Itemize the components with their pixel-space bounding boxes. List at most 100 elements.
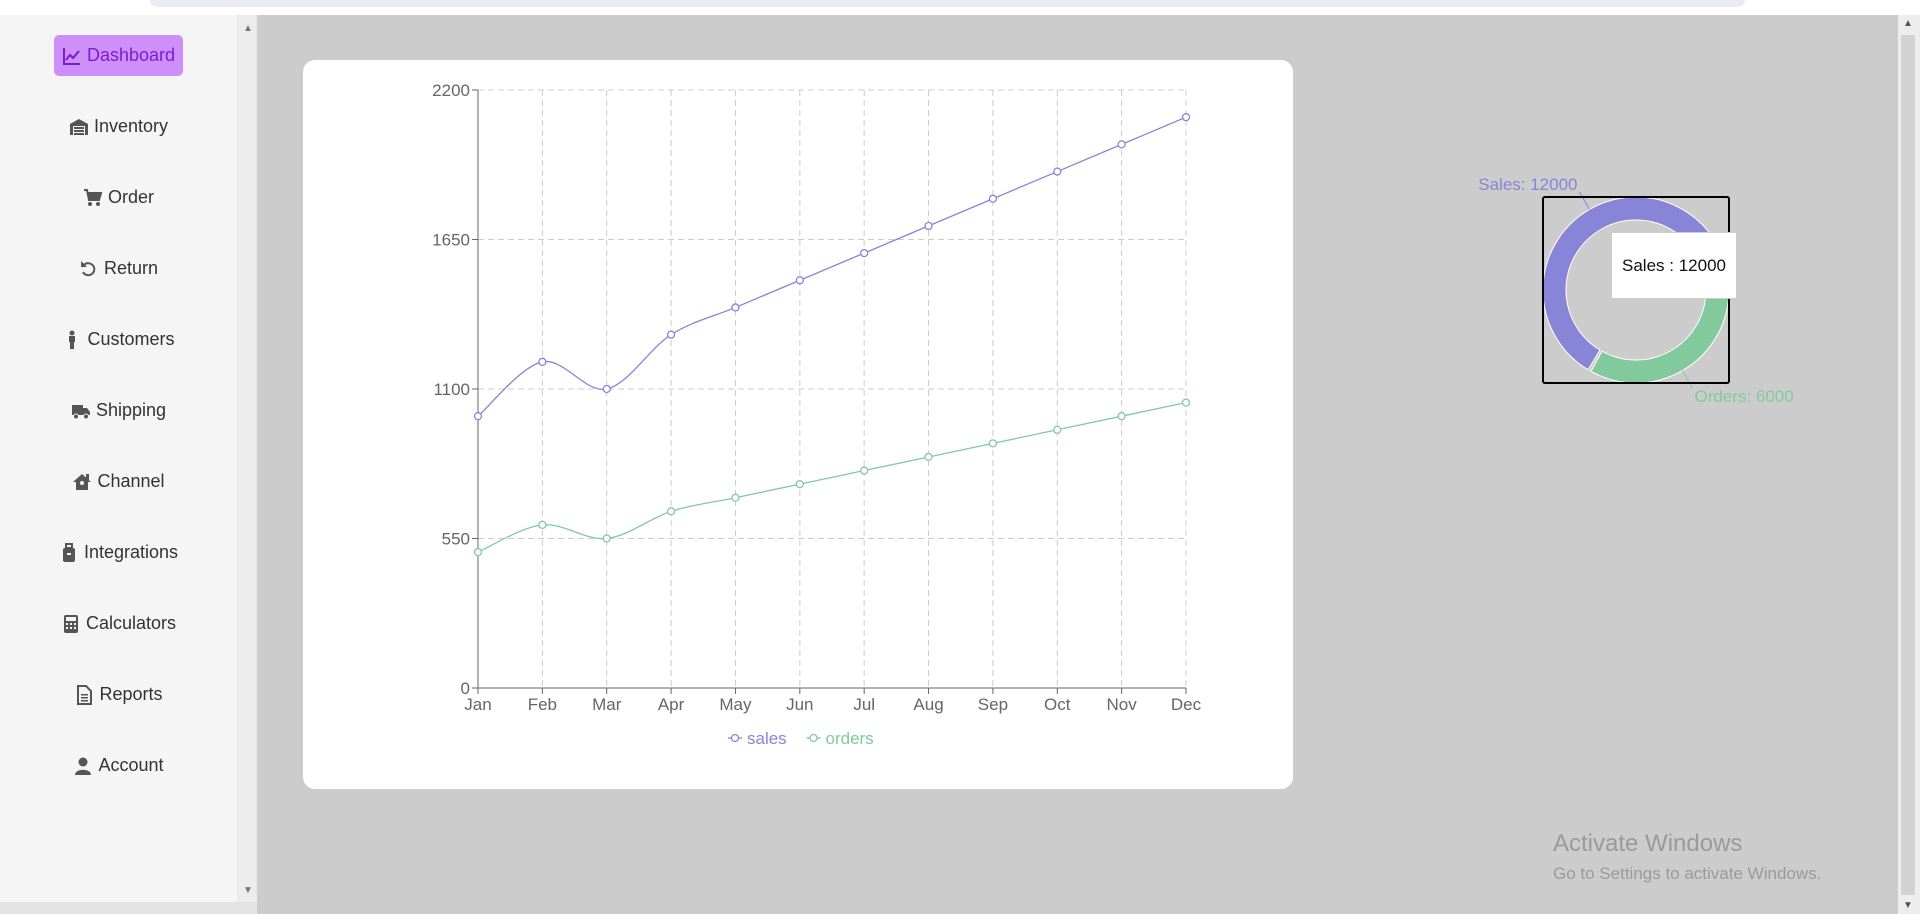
orders-point[interactable] (731, 493, 740, 502)
orders-point[interactable] (988, 439, 998, 448)
sidebar-item-channel[interactable]: Channel (0, 461, 237, 502)
browser-top-strip (0, 0, 1920, 15)
orders-point[interactable] (1117, 412, 1126, 421)
watermark-title: Activate Windows (1553, 830, 1743, 857)
sidebar-item-label: Inventory (93, 116, 169, 136)
orders-point[interactable] (924, 452, 933, 462)
legend-label[interactable]: sales (747, 729, 787, 748)
x-tick-label: Aug (913, 695, 943, 714)
tooltip-text: Sales : 12000 (1622, 255, 1726, 275)
sales-point[interactable] (988, 194, 998, 203)
sidebar-item-calculators[interactable]: Calculators (0, 603, 237, 644)
slice-label-leader (1579, 191, 1590, 210)
sales-point[interactable] (1181, 113, 1191, 122)
line-chart: 0 550 1100 1650 2200 Jan Feb Mar Apr May Jun Jul Aug… (432, 81, 1202, 748)
legend-swatch-marker (809, 733, 818, 743)
sales-point[interactable] (795, 276, 804, 285)
sidebar-item-return[interactable]: Return (0, 248, 237, 289)
sales-point[interactable] (538, 357, 547, 366)
horizontal-scrollbar[interactable] (0, 902, 257, 914)
sidebar-item-label: Dashboard (86, 45, 176, 65)
sidebar-item-label: Order (107, 187, 154, 207)
slice-label: Sales: 12000 (1478, 175, 1577, 194)
x-tick-label: Mar (592, 695, 622, 714)
sidebar-item-shipping[interactable]: Shipping (0, 390, 237, 431)
sidebar-item-label: Channel (97, 471, 165, 491)
x-tick-label: Sep (978, 695, 1008, 714)
orders-point[interactable] (602, 534, 611, 543)
sidebar-item-order[interactable]: Order (0, 177, 237, 218)
orders-point[interactable] (538, 520, 547, 530)
sales-point[interactable] (731, 303, 740, 312)
scroll-up-arrow-icon[interactable]: ▲ (243, 23, 253, 34)
warehouse-icon (69, 118, 88, 135)
scroll-up-arrow-icon[interactable]: ▲ (1903, 18, 1913, 29)
cart-icon (83, 188, 103, 206)
orders-point[interactable] (860, 466, 869, 475)
x-tick-label: Apr (658, 695, 685, 714)
sales-point[interactable] (473, 412, 483, 421)
document-icon (77, 684, 93, 705)
sales-line (477, 116, 1187, 417)
legend-swatch-marker (730, 733, 740, 743)
sales-point[interactable] (666, 330, 676, 339)
x-tick-label: Jul (853, 695, 875, 714)
main-scrollbar[interactable]: ▲ ▼ (1898, 15, 1920, 914)
y-tick-label: 1100 (433, 380, 470, 399)
orders-slice[interactable] (1590, 290, 1730, 384)
orders-point[interactable] (473, 547, 483, 557)
sales-point[interactable] (860, 248, 869, 258)
sidebar-item-label: Account (98, 755, 164, 775)
suitcase-icon (62, 542, 75, 562)
sidebar-item-account[interactable]: Account (0, 745, 237, 786)
scrollbar-thumb[interactable] (1901, 35, 1915, 895)
sidebar: Dashboard Inventory Order Return Custome… (0, 15, 237, 902)
person-icon (69, 330, 76, 349)
sidebar-item-customers[interactable]: Customers (0, 319, 237, 360)
house-user-icon (73, 473, 92, 490)
x-tick-label: Jan (464, 695, 491, 714)
sidebar-item-label: Shipping (95, 400, 167, 420)
sales-point[interactable] (924, 221, 933, 231)
sales-slice[interactable] (1542, 196, 1730, 371)
sidebar-scrollbar[interactable]: ▲ ▼ (237, 15, 257, 902)
y-tick-label: 1650 (432, 231, 470, 250)
sidebar-item-reports[interactable]: Reports (0, 674, 237, 715)
sales-point[interactable] (602, 384, 611, 394)
sales-point[interactable] (1053, 167, 1062, 176)
scroll-down-arrow-icon[interactable]: ▼ (1903, 900, 1913, 911)
orders-point[interactable] (1181, 398, 1191, 407)
orders-line (477, 401, 1187, 553)
x-tick-label: May (719, 695, 752, 714)
slice-label-leader (1682, 370, 1693, 389)
calculator-icon (63, 614, 78, 633)
watermark-subtitle: Go to Settings to activate Windows. (1553, 864, 1822, 883)
legend-label[interactable]: orders (826, 729, 874, 748)
address-bar-edge (150, 0, 1745, 7)
truck-icon (71, 404, 90, 419)
x-tick-label: Nov (1107, 695, 1138, 714)
y-tick-label: 0 (461, 679, 470, 698)
orders-point[interactable] (795, 479, 804, 489)
sidebar-item-inventory[interactable]: Inventory (0, 106, 237, 147)
orders-point[interactable] (1053, 425, 1062, 434)
sidebar-item-integrations[interactable]: Integrations (0, 532, 237, 573)
slice-label: Orders: 6000 (1695, 387, 1794, 406)
sidebar-item-dashboard[interactable]: Dashboard (0, 35, 237, 76)
x-tick-label: Feb (528, 695, 557, 714)
x-tick-label: Oct (1044, 695, 1071, 714)
y-tick-label: 2200 (432, 81, 470, 100)
sidebar-item-label: Integrations (83, 542, 179, 562)
undo-icon (80, 260, 96, 276)
y-tick-label: 550 (442, 530, 470, 549)
x-tick-label: Dec (1171, 695, 1202, 714)
chart-tooltip: Sales : 12000 (1611, 232, 1737, 299)
line-chart-card: 0 550 1100 1650 2200 Jan Feb Mar Apr May Jun Jul Aug… (303, 60, 1293, 789)
line-chart-icon (62, 47, 80, 65)
sales-point[interactable] (1117, 140, 1126, 149)
orders-point[interactable] (666, 507, 676, 516)
windows-activation-watermark: Activate Windows Go to Settings to activ… (1553, 830, 1821, 884)
sidebar-item-label: Reports (99, 684, 163, 704)
scroll-down-arrow-icon[interactable]: ▼ (243, 885, 253, 896)
sidebar-item-label: Return (103, 258, 159, 278)
